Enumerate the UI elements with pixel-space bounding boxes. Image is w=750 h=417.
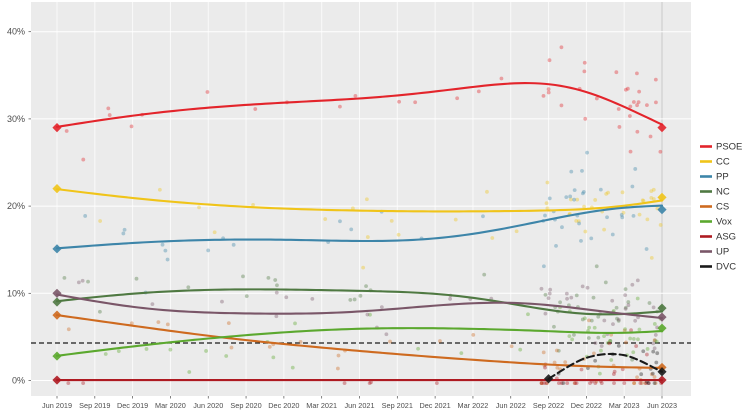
svg-text:PP: PP xyxy=(716,172,729,183)
svg-text:Sep 2020: Sep 2020 xyxy=(230,401,261,410)
svg-text:Vox: Vox xyxy=(716,217,732,228)
svg-text:NC: NC xyxy=(716,187,730,198)
svg-text:Jun 2022: Jun 2022 xyxy=(496,401,526,410)
svg-text:Jun 2019: Jun 2019 xyxy=(42,401,72,410)
svg-text:PSOE: PSOE xyxy=(716,142,742,153)
svg-text:0%: 0% xyxy=(12,376,25,386)
svg-text:Sep 2022: Sep 2022 xyxy=(533,401,564,410)
svg-text:CS: CS xyxy=(716,202,729,213)
svg-text:20%: 20% xyxy=(7,201,25,211)
svg-text:DVC: DVC xyxy=(716,262,736,273)
svg-text:UP: UP xyxy=(716,247,729,258)
svg-text:CC: CC xyxy=(716,157,730,168)
svg-text:Mar 2021: Mar 2021 xyxy=(306,401,337,410)
svg-text:Jun 2020: Jun 2020 xyxy=(193,401,223,410)
svg-text:Mar 2022: Mar 2022 xyxy=(458,401,489,410)
svg-text:ASG: ASG xyxy=(716,232,736,243)
svg-text:Dec 2022: Dec 2022 xyxy=(571,401,602,410)
svg-text:Sep 2019: Sep 2019 xyxy=(79,401,110,410)
svg-text:Dec 2021: Dec 2021 xyxy=(419,401,450,410)
svg-text:Mar 2023: Mar 2023 xyxy=(609,401,640,410)
svg-text:40%: 40% xyxy=(7,27,25,37)
svg-text:Dec 2019: Dec 2019 xyxy=(117,401,148,410)
svg-text:10%: 10% xyxy=(7,288,25,298)
svg-text:30%: 30% xyxy=(7,114,25,124)
svg-text:Jun 2023: Jun 2023 xyxy=(647,401,677,410)
svg-text:Mar 2020: Mar 2020 xyxy=(155,401,186,410)
svg-text:Jun 2021: Jun 2021 xyxy=(344,401,374,410)
svg-text:Dec 2020: Dec 2020 xyxy=(268,401,299,410)
svg-text:Sep 2021: Sep 2021 xyxy=(382,401,413,410)
